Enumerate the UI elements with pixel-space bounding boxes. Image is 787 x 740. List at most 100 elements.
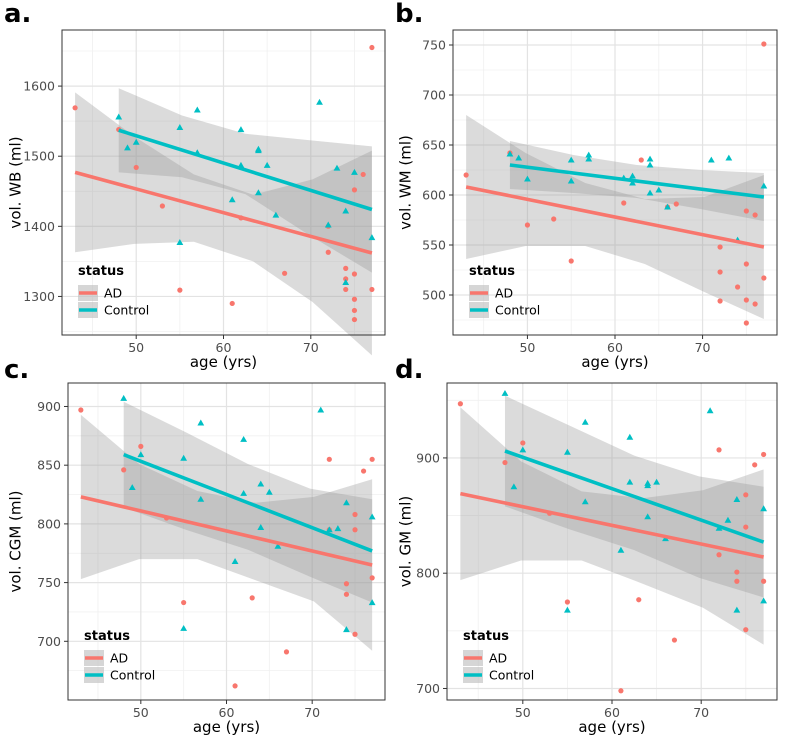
data-point-ad	[352, 317, 357, 322]
panel-d: 50 60 70700800900statusADControlage (yrs)v…	[395, 355, 777, 736]
x-tick-label: 70	[304, 705, 320, 720]
data-point-ad	[232, 683, 237, 688]
legend-label-control: Control	[489, 668, 534, 683]
data-point-ad	[734, 579, 739, 584]
data-point-ad	[72, 105, 77, 110]
y-tick-label: 750	[422, 38, 446, 53]
data-point-ad	[716, 447, 721, 452]
data-point-ad	[284, 649, 289, 654]
x-axis-title: age (yrs)	[190, 353, 257, 371]
y-tick-label: 800	[37, 516, 61, 531]
data-point-ad	[361, 468, 366, 473]
data-point-ad	[121, 467, 126, 472]
data-point-ad	[181, 600, 186, 605]
data-point-ad	[370, 575, 375, 580]
data-point-ad	[735, 284, 740, 289]
legend-title: status	[463, 629, 509, 644]
y-tick-label: 700	[422, 88, 446, 103]
data-point-ad	[618, 688, 623, 693]
y-tick-label: 750	[37, 575, 61, 590]
x-tick-label: 70	[693, 705, 709, 720]
data-point-ad	[250, 595, 255, 600]
y-axis-title: vol. WB (ml)	[7, 136, 25, 228]
data-point-ad	[326, 250, 331, 255]
data-point-ad	[230, 301, 235, 306]
figure: 50 60 701300140015001600statusADControlage…	[0, 0, 787, 740]
y-tick-label: 1500	[23, 149, 55, 164]
data-point-ad	[639, 157, 644, 162]
x-tick-label: 50	[128, 340, 144, 355]
legend-label-control: Control	[104, 303, 149, 318]
y-axis-title: vol. WM (ml)	[397, 135, 415, 230]
panel-letter: d.	[395, 355, 424, 385]
data-point-ad	[717, 244, 722, 249]
data-point-ad	[177, 288, 182, 293]
data-point-ad	[352, 527, 357, 532]
x-axis-title: age (yrs)	[581, 353, 648, 371]
data-point-ad	[744, 208, 749, 213]
y-tick-label: 900	[416, 450, 440, 465]
data-point-ad	[464, 172, 469, 177]
data-point-ad	[717, 298, 722, 303]
legend-title: status	[469, 264, 515, 279]
data-point-ad	[352, 308, 357, 313]
legend-label-ad: AD	[110, 651, 128, 666]
y-tick-label: 800	[416, 566, 440, 581]
x-tick-label: 50	[519, 340, 535, 355]
data-point-ad	[744, 320, 749, 325]
data-point-ad	[458, 401, 463, 406]
data-point-ad	[78, 407, 83, 412]
data-point-ad	[761, 41, 766, 46]
data-point-ad	[672, 637, 677, 642]
y-axis-title: vol. GM (ml)	[397, 496, 415, 588]
data-point-ad	[344, 581, 349, 586]
panel-letter: a.	[4, 0, 31, 29]
x-tick-label: 50	[133, 705, 149, 720]
x-axis-title: age (yrs)	[193, 718, 260, 736]
data-point-ad	[753, 301, 758, 306]
legend-label-control: Control	[110, 668, 155, 683]
y-tick-label: 500	[422, 288, 446, 303]
data-point-ad	[716, 552, 721, 557]
data-point-ad	[717, 269, 722, 274]
y-tick-label: 550	[422, 238, 446, 253]
y-tick-label: 1600	[23, 79, 55, 94]
data-point-ad	[369, 287, 374, 292]
data-point-ad	[761, 579, 766, 584]
legend-label-ad: AD	[495, 286, 513, 301]
legend-label-control: Control	[495, 303, 540, 318]
x-tick-label: 70	[303, 340, 319, 355]
data-point-ad	[352, 271, 357, 276]
data-point-ad	[674, 201, 679, 206]
data-point-ad	[370, 457, 375, 462]
data-point-ad	[361, 172, 366, 177]
data-point-ad	[282, 271, 287, 276]
x-tick-label: 70	[695, 340, 711, 355]
data-point-ad	[752, 462, 757, 467]
data-point-ad	[565, 599, 570, 604]
y-tick-label: 700	[37, 634, 61, 649]
panel-a: 50 60 701300140015001600statusADControlage…	[4, 0, 385, 371]
data-point-ad	[621, 200, 626, 205]
data-point-ad	[551, 216, 556, 221]
legend-label-ad: AD	[489, 651, 507, 666]
x-tick-label: 50	[515, 705, 531, 720]
data-point-ad	[743, 627, 748, 632]
data-point-ad	[734, 569, 739, 574]
data-point-ad	[636, 597, 641, 602]
y-tick-label: 650	[422, 138, 446, 153]
y-tick-label: 700	[416, 681, 440, 696]
data-point-ad	[138, 444, 143, 449]
data-point-ad	[753, 212, 758, 217]
data-point-ad	[525, 222, 530, 227]
data-point-ad	[352, 187, 357, 192]
data-point-ad	[160, 203, 165, 208]
x-axis-title: age (yrs)	[578, 718, 645, 736]
legend-title: status	[78, 264, 124, 279]
data-point-ad	[744, 297, 749, 302]
y-tick-label: 900	[37, 399, 61, 414]
data-point-ad	[327, 457, 332, 462]
data-point-ad	[743, 492, 748, 497]
legend-title: status	[84, 629, 130, 644]
y-tick-label: 600	[422, 188, 446, 203]
